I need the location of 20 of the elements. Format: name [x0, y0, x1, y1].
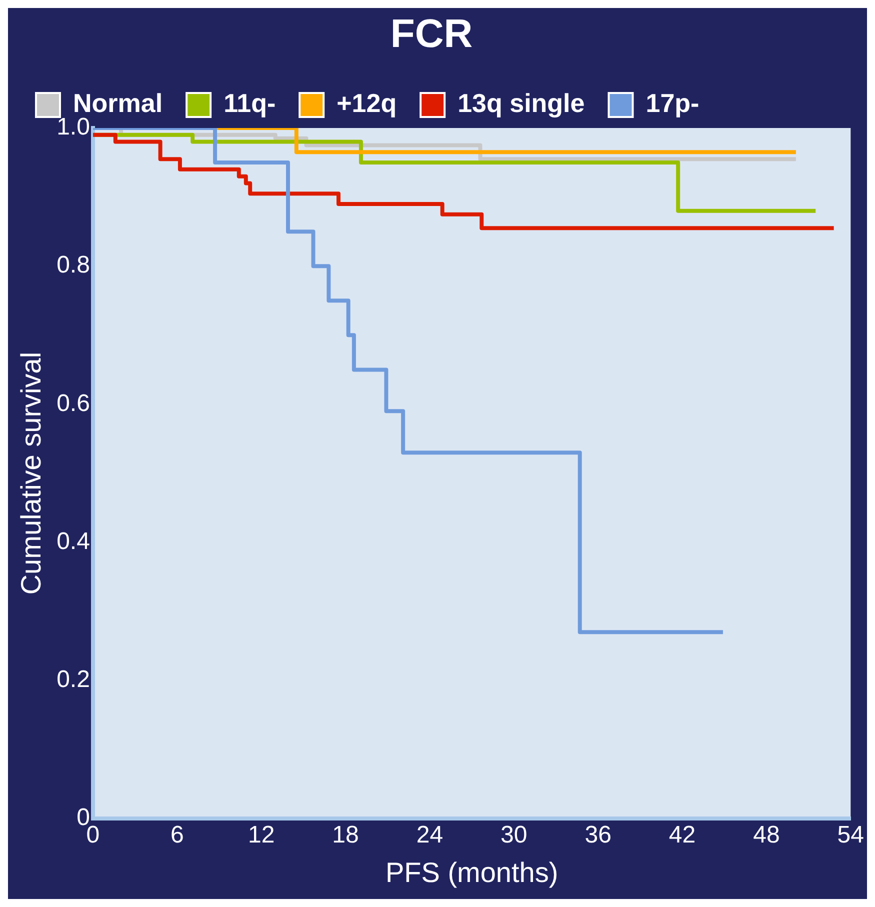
x-tick-label: 54: [837, 822, 864, 849]
x-tick-label: 18: [332, 822, 359, 849]
y-tick-label: 0.6: [56, 390, 90, 417]
legend-label: 11q-: [224, 88, 276, 118]
legend-label: 13q single: [458, 88, 585, 118]
x-tick-label: 42: [668, 822, 696, 849]
chart-title: FCR: [390, 12, 473, 56]
legend-label: 17p-: [646, 88, 700, 118]
x-tick-label: 36: [584, 822, 612, 849]
x-axis-title: PFS (months): [385, 856, 558, 888]
x-tick-label: 12: [248, 822, 275, 849]
x-tick-label: 30: [500, 822, 528, 849]
y-tick-label: 0.2: [56, 666, 90, 694]
x-tick-label: 6: [170, 822, 184, 849]
y-tick-label: 0.4: [56, 528, 90, 555]
y-tick-label: 0.8: [56, 252, 90, 279]
x-tick-label: 24: [416, 822, 444, 849]
legend-label: +12q: [336, 88, 397, 118]
y-axis-title: Cumulative survival: [16, 352, 47, 595]
x-tick-label: 48: [753, 822, 780, 849]
